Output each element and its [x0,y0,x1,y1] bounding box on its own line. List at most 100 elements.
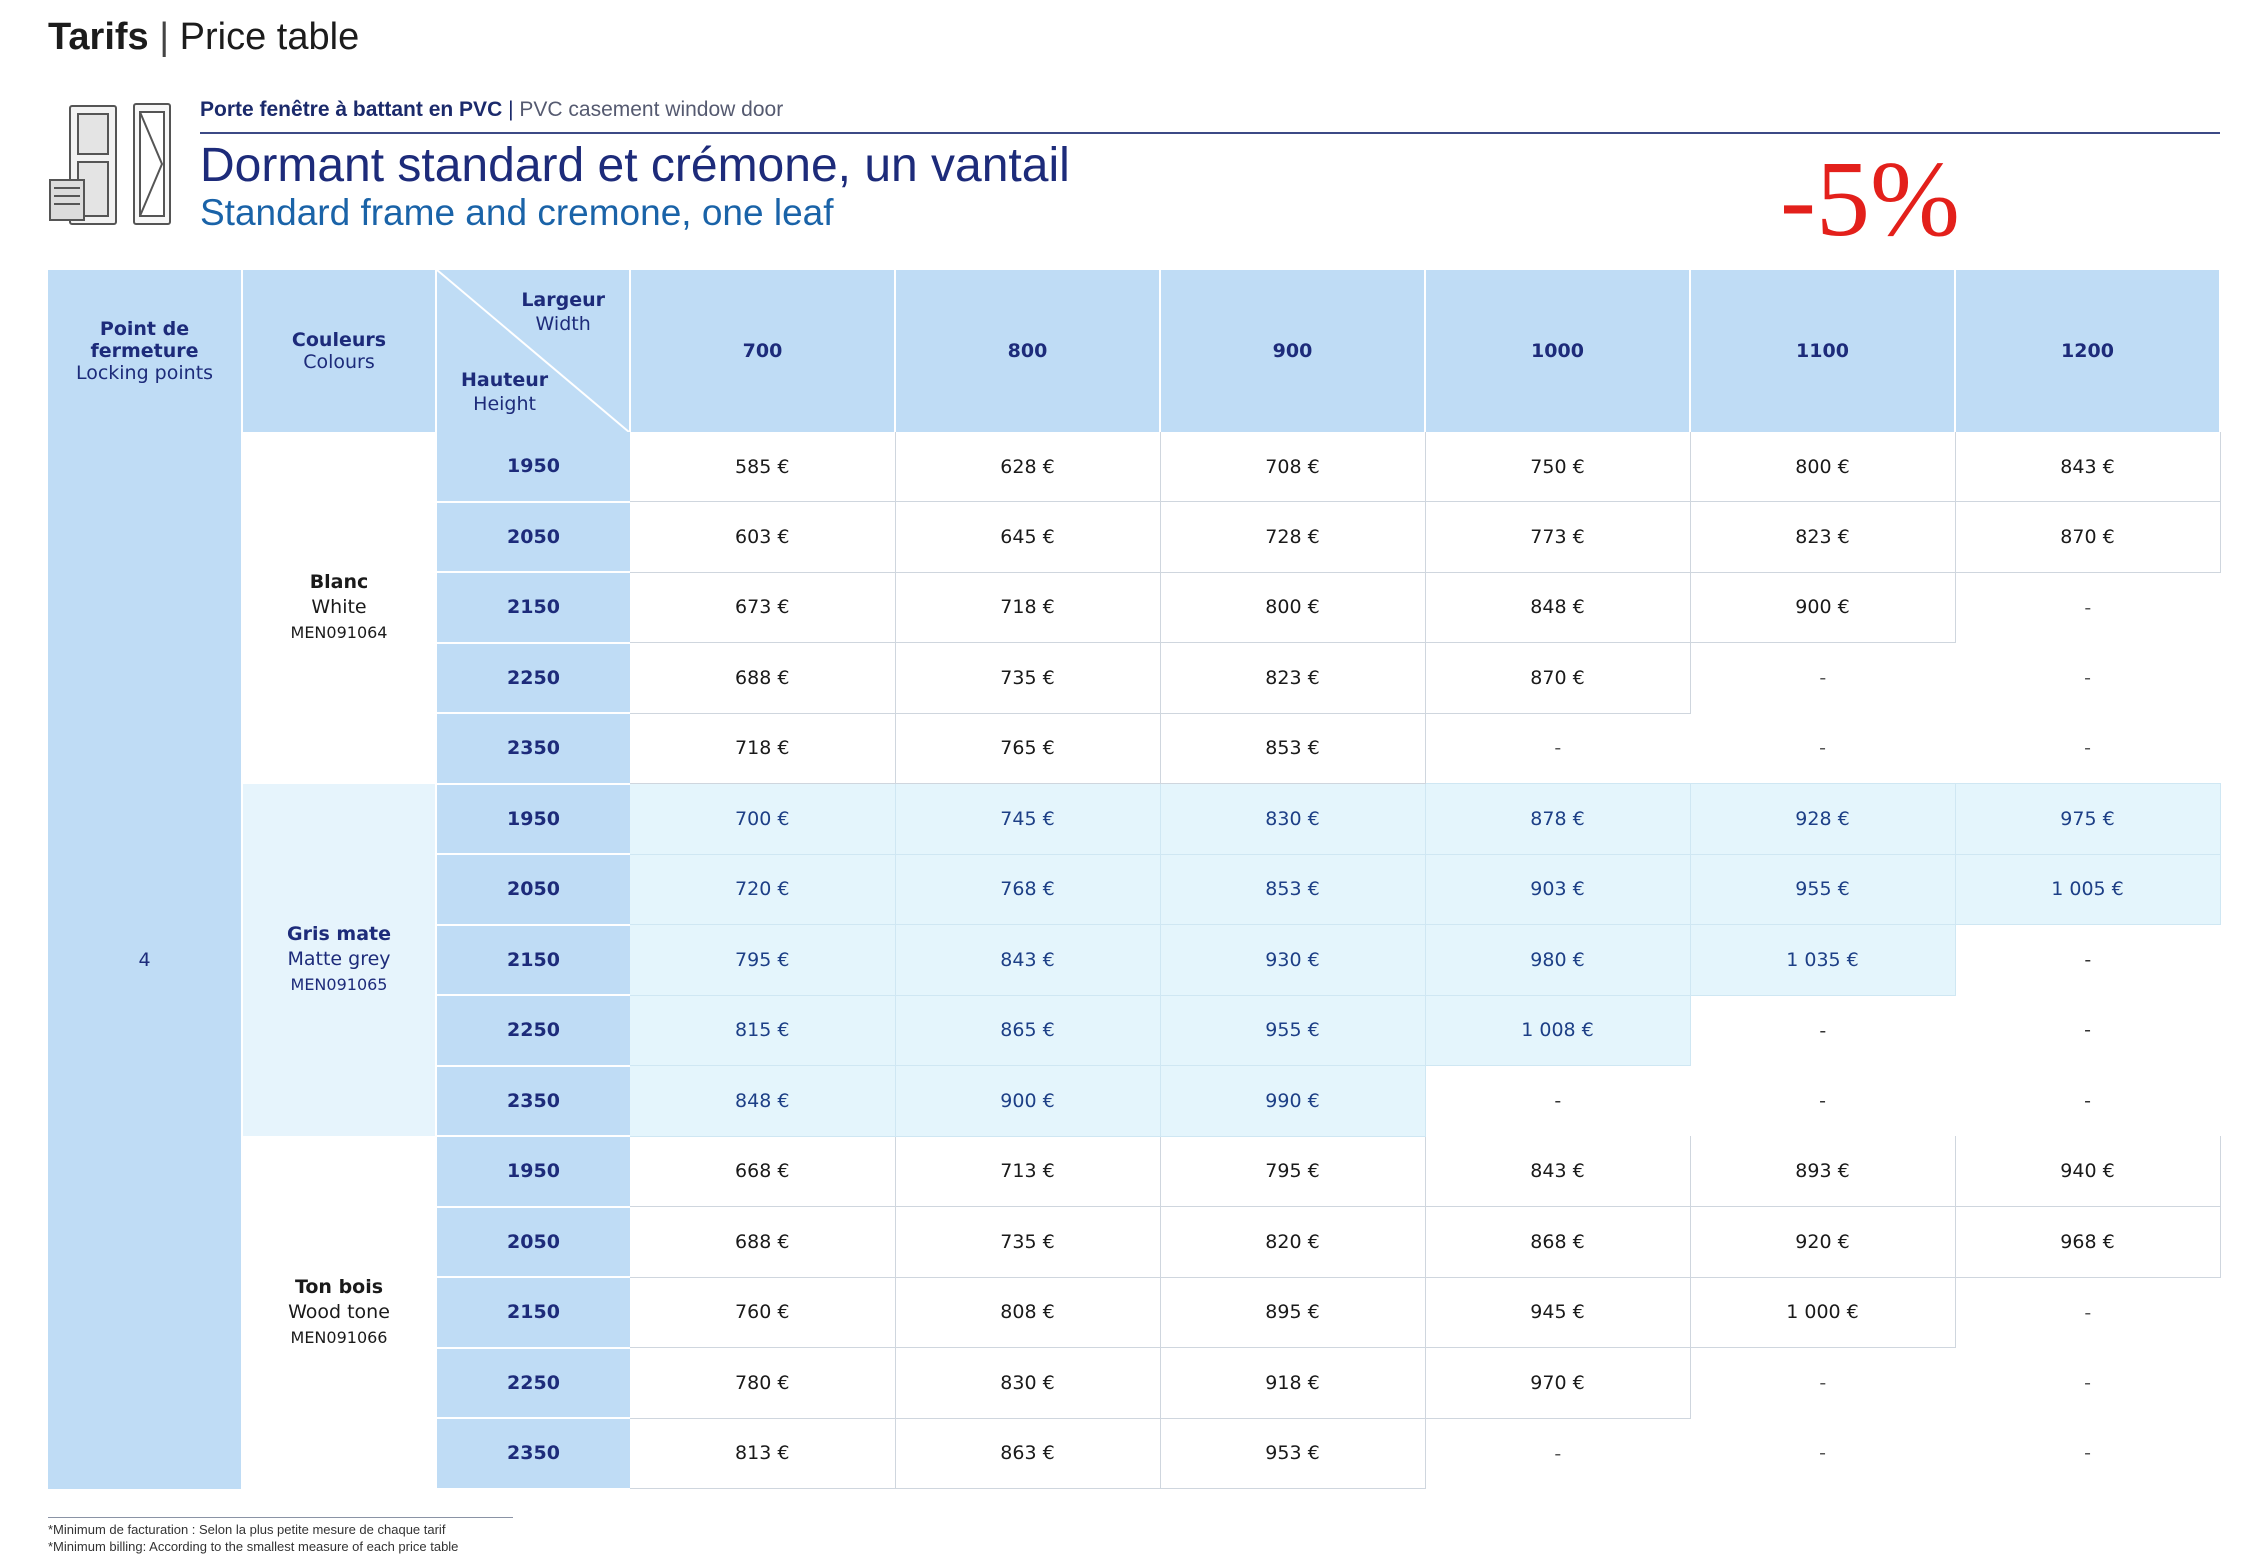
table-row: 2250 780 €830 €918 €970 € - - [48,1347,2220,1419]
price-cell: 968 € [1955,1206,2221,1278]
price-cell: 848 € [1425,572,1691,643]
locking-points-header-fr: Point de fermeture [90,318,199,362]
price-cell: 708 € [1160,432,1426,502]
price-cell: 700 € [630,783,896,855]
price-cell: 1 008 € [1425,995,1691,1066]
height-value: 2050 [436,1206,630,1278]
height-value: 1950 [436,1136,630,1208]
table-row: 2150 795 €843 €930 €980 €1 035 € - [48,924,2220,996]
page-title-separator: | [159,16,170,58]
product-title-fr: Dormant standard et crémone, un vantail [200,139,1070,192]
price-cell: 688 € [630,1206,896,1278]
height-value: 2250 [436,995,630,1067]
price-cell: 870 € [1425,642,1691,714]
price-cell: 865 € [895,995,1161,1066]
price-cell: 853 € [1160,854,1426,925]
colour-code: MEN091065 [290,975,388,995]
price-cell: 893 € [1690,1136,1956,1207]
price-cell: 895 € [1160,1277,1426,1348]
window-frame-profile-icon [44,100,176,230]
price-cell: 953 € [1160,1418,1426,1489]
height-value: 2250 [436,642,630,714]
price-cell: 928 € [1690,783,1956,855]
footnote: *Minimum de facturation : Selon la plus … [48,1521,458,1555]
price-cell: 745 € [895,783,1161,855]
width-column-header: 900 [1160,270,1426,432]
table-row: 4 Blanc White MEN091064 1950 585 €628 €708 €7… [48,432,2221,1489]
price-unavailable: - [1690,1347,1955,1418]
price-unavailable: - [1690,642,1955,713]
table-header-row: Point de fermeture Locking points Couleu… [48,270,2221,432]
price-table: Point de fermeture Locking points Couleu… [48,270,2221,1490]
width-column-header: 800 [895,270,1161,432]
product-type-en: PVC casement window door [519,98,784,121]
price-cell: 940 € [1955,1136,2221,1207]
height-value: 1950 [436,783,630,855]
price-cell: 765 € [895,713,1161,784]
height-value: 2250 [436,1347,630,1419]
price-cell: 830 € [1160,783,1426,855]
price-unavailable: - [1425,1418,1690,1489]
price-cell: 1 000 € [1690,1277,1956,1348]
price-cell: 843 € [1425,1136,1691,1207]
price-cell: 645 € [895,501,1161,573]
table-row: Gris mate Matte grey MEN091065 1950 700 €745… [48,783,2221,1136]
price-cell: 843 € [1955,432,2221,502]
price-cell: 735 € [895,1206,1161,1278]
price-cell: 735 € [895,642,1161,714]
colour-code: MEN091066 [290,1327,388,1347]
price-cell: 823 € [1160,642,1426,714]
table-row: 2150 760 €808 €895 €945 €1 000 € - [48,1277,2220,1349]
header-divider [200,132,2220,134]
locking-points-header-en: Locking points [75,362,214,384]
footnote-divider [48,1517,513,1518]
colour-name-en: Matte grey [287,948,391,971]
table-row: 2150 673 €718 €800 €848 €900 € - [48,572,2220,644]
price-cell: 688 € [630,642,896,714]
price-cell: 900 € [1690,572,1956,643]
footnote-fr: *Minimum de facturation : Selon la plus … [48,1522,446,1537]
product-title-en: Standard frame and cremone, one leaf [200,192,834,233]
width-column-header: 700 [630,270,896,432]
colour-name-en: Wood tone [288,1300,390,1323]
table-row: 2250 815 €865 €955 €1 008 € - - [48,995,2220,1067]
width-column-header: 1200 [1955,270,2221,432]
price-cell: 720 € [630,854,896,925]
price-unavailable: - [1425,713,1690,784]
width-column-header: 1100 [1690,270,1956,432]
table-row: 2250 688 €735 €823 €870 € - - [48,642,2220,714]
price-unavailable: - [1955,642,2220,713]
price-unavailable: - [1955,1418,2220,1489]
table-row: 2050 688 €735 €820 €868 €920 €968 € [48,1206,2221,1278]
price-unavailable: - [1690,995,1955,1066]
price-unavailable: - [1955,572,2220,643]
price-cell: 868 € [1425,1206,1691,1278]
price-cell: 975 € [1955,783,2221,855]
product-type-fr: Porte fenêtre à battant en PVC [200,98,503,121]
price-unavailable: - [1425,1065,1690,1136]
price-unavailable: - [1690,1418,1955,1489]
price-unavailable: - [1690,1065,1955,1136]
colours-header-fr: Couleurs [291,329,387,351]
colour-code: MEN091064 [290,623,388,643]
height-value: 1950 [436,432,630,503]
price-cell: 728 € [1160,501,1426,573]
price-cell: 990 € [1160,1065,1426,1137]
colour-cell: Ton bois Wood tone MEN091066 [242,1136,437,1489]
price-cell: 760 € [630,1277,896,1348]
price-cell: 848 € [630,1065,896,1137]
price-cell: 773 € [1425,501,1691,573]
price-cell: 955 € [1160,995,1426,1066]
price-cell: 1 005 € [1955,854,2221,925]
dimension-header: Largeur Width Hauteur Height [436,270,631,432]
table-row: 2350 848 €900 €990 € - - - [48,1065,2220,1137]
price-cell: 750 € [1425,432,1691,502]
colour-cell: Blanc White MEN091064 [242,432,437,784]
price-table-body: 4 Blanc White MEN091064 1950 585 €628 €708 €7… [48,432,2221,1490]
price-cell: 795 € [1160,1136,1426,1207]
price-cell: 815 € [630,995,896,1066]
price-cell: 878 € [1425,783,1691,855]
colour-name-fr: Ton bois [294,1275,384,1298]
price-cell: 830 € [895,1347,1161,1419]
height-value: 2350 [436,1418,630,1490]
